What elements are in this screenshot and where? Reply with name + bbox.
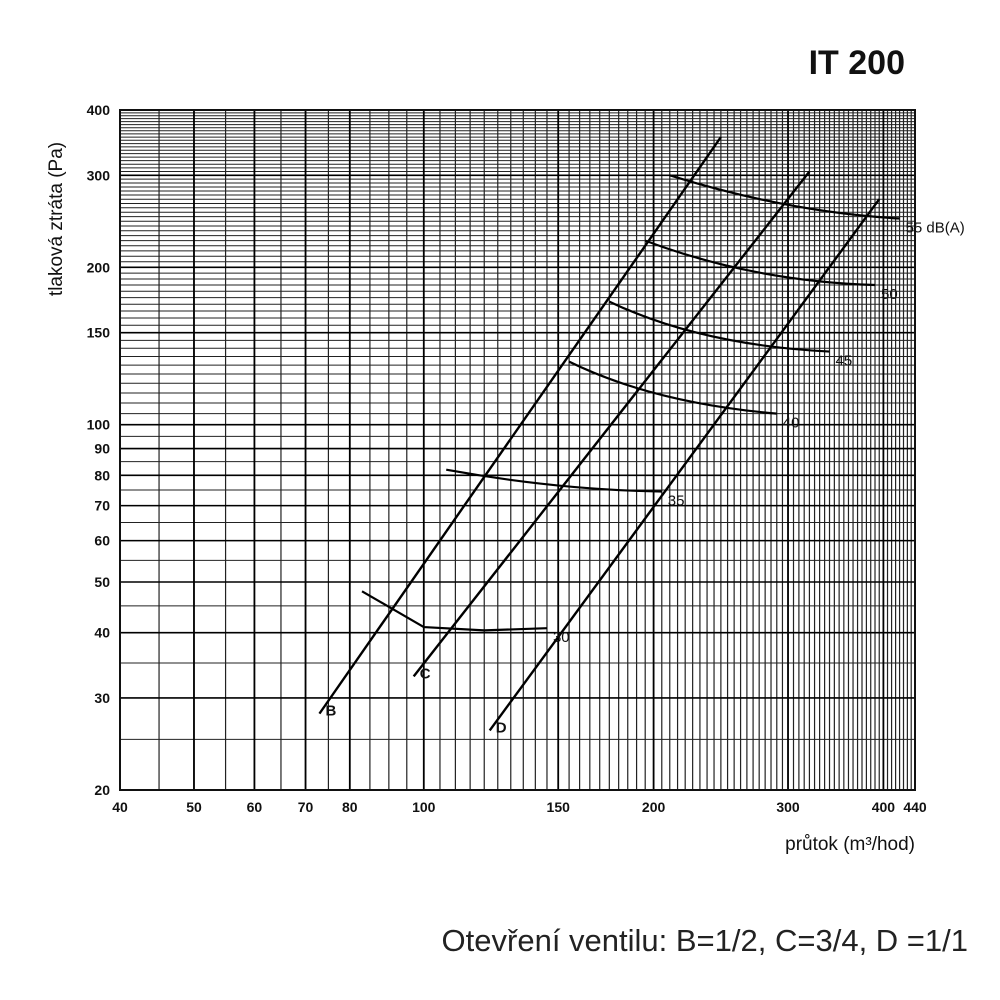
noise-curve	[361, 590, 548, 632]
y-tick-label: 150	[87, 325, 111, 341]
noise-curve	[669, 174, 900, 220]
noise-curves: 30 35 40 45 50 55 dB(A)	[361, 174, 965, 646]
valve-line-label: D	[496, 719, 507, 736]
y-tick-label: 200	[87, 259, 111, 275]
noise-curve	[644, 239, 876, 287]
valve-opening-legend: Otevření ventilu: B=1/2, C=3/4, D =1/1	[442, 923, 968, 958]
noise-curve	[608, 300, 830, 353]
x-tick-label: 440	[903, 799, 927, 815]
valve-line-label: C	[420, 665, 431, 682]
y-tick-label: 60	[94, 533, 110, 549]
x-tick-label: 100	[412, 799, 436, 815]
x-tick-label: 60	[247, 799, 263, 815]
grid	[119, 109, 916, 791]
x-tick-label: 80	[342, 799, 358, 815]
y-axis-ticks: 20 30 40 50 60 70 80 90 100 150 200 300 400	[87, 102, 111, 798]
y-tick-label: 70	[94, 498, 110, 514]
y-tick-label: 100	[87, 417, 111, 433]
x-tick-label: 50	[186, 799, 202, 815]
x-axis-ticks: 40 50 60 70 80 100 150 200 300 400 440	[112, 799, 927, 815]
y-tick-label: 50	[94, 574, 110, 590]
chart-title: IT 200	[809, 44, 905, 82]
plot-frame	[119, 109, 916, 791]
x-axis-label: průtok (m³/hod)	[785, 834, 915, 855]
noise-curve-label: 30	[553, 629, 570, 646]
y-axis-label: tlaková ztráta (Pa)	[46, 142, 67, 296]
noise-curve-label: 45	[836, 353, 853, 370]
y-tick-label: 300	[87, 167, 111, 183]
x-tick-label: 200	[642, 799, 666, 815]
x-tick-label: 70	[298, 799, 314, 815]
valve-lines: B C D	[318, 136, 881, 736]
x-tick-label: 40	[112, 799, 128, 815]
noise-curve-label: 55 dB(A)	[906, 220, 965, 237]
noise-curve-label: 35	[668, 492, 685, 509]
noise-curve-label: 50	[881, 286, 898, 303]
noise-curve	[446, 468, 662, 493]
x-tick-label: 400	[872, 799, 896, 815]
noise-curve-label: 40	[783, 415, 800, 432]
x-tick-label: 300	[776, 799, 800, 815]
y-tick-label: 40	[94, 625, 110, 641]
y-tick-label: 30	[94, 690, 110, 706]
valve-line-c	[412, 170, 811, 678]
valve-line-label: B	[325, 703, 336, 720]
y-tick-label: 80	[94, 467, 110, 483]
y-tick-label: 20	[94, 782, 110, 798]
y-tick-label: 90	[94, 441, 110, 457]
valve-line-b	[318, 136, 722, 715]
y-tick-label: 400	[87, 102, 111, 118]
x-tick-label: 150	[547, 799, 571, 815]
valve-line-d	[488, 198, 881, 732]
noise-curve	[568, 360, 777, 415]
